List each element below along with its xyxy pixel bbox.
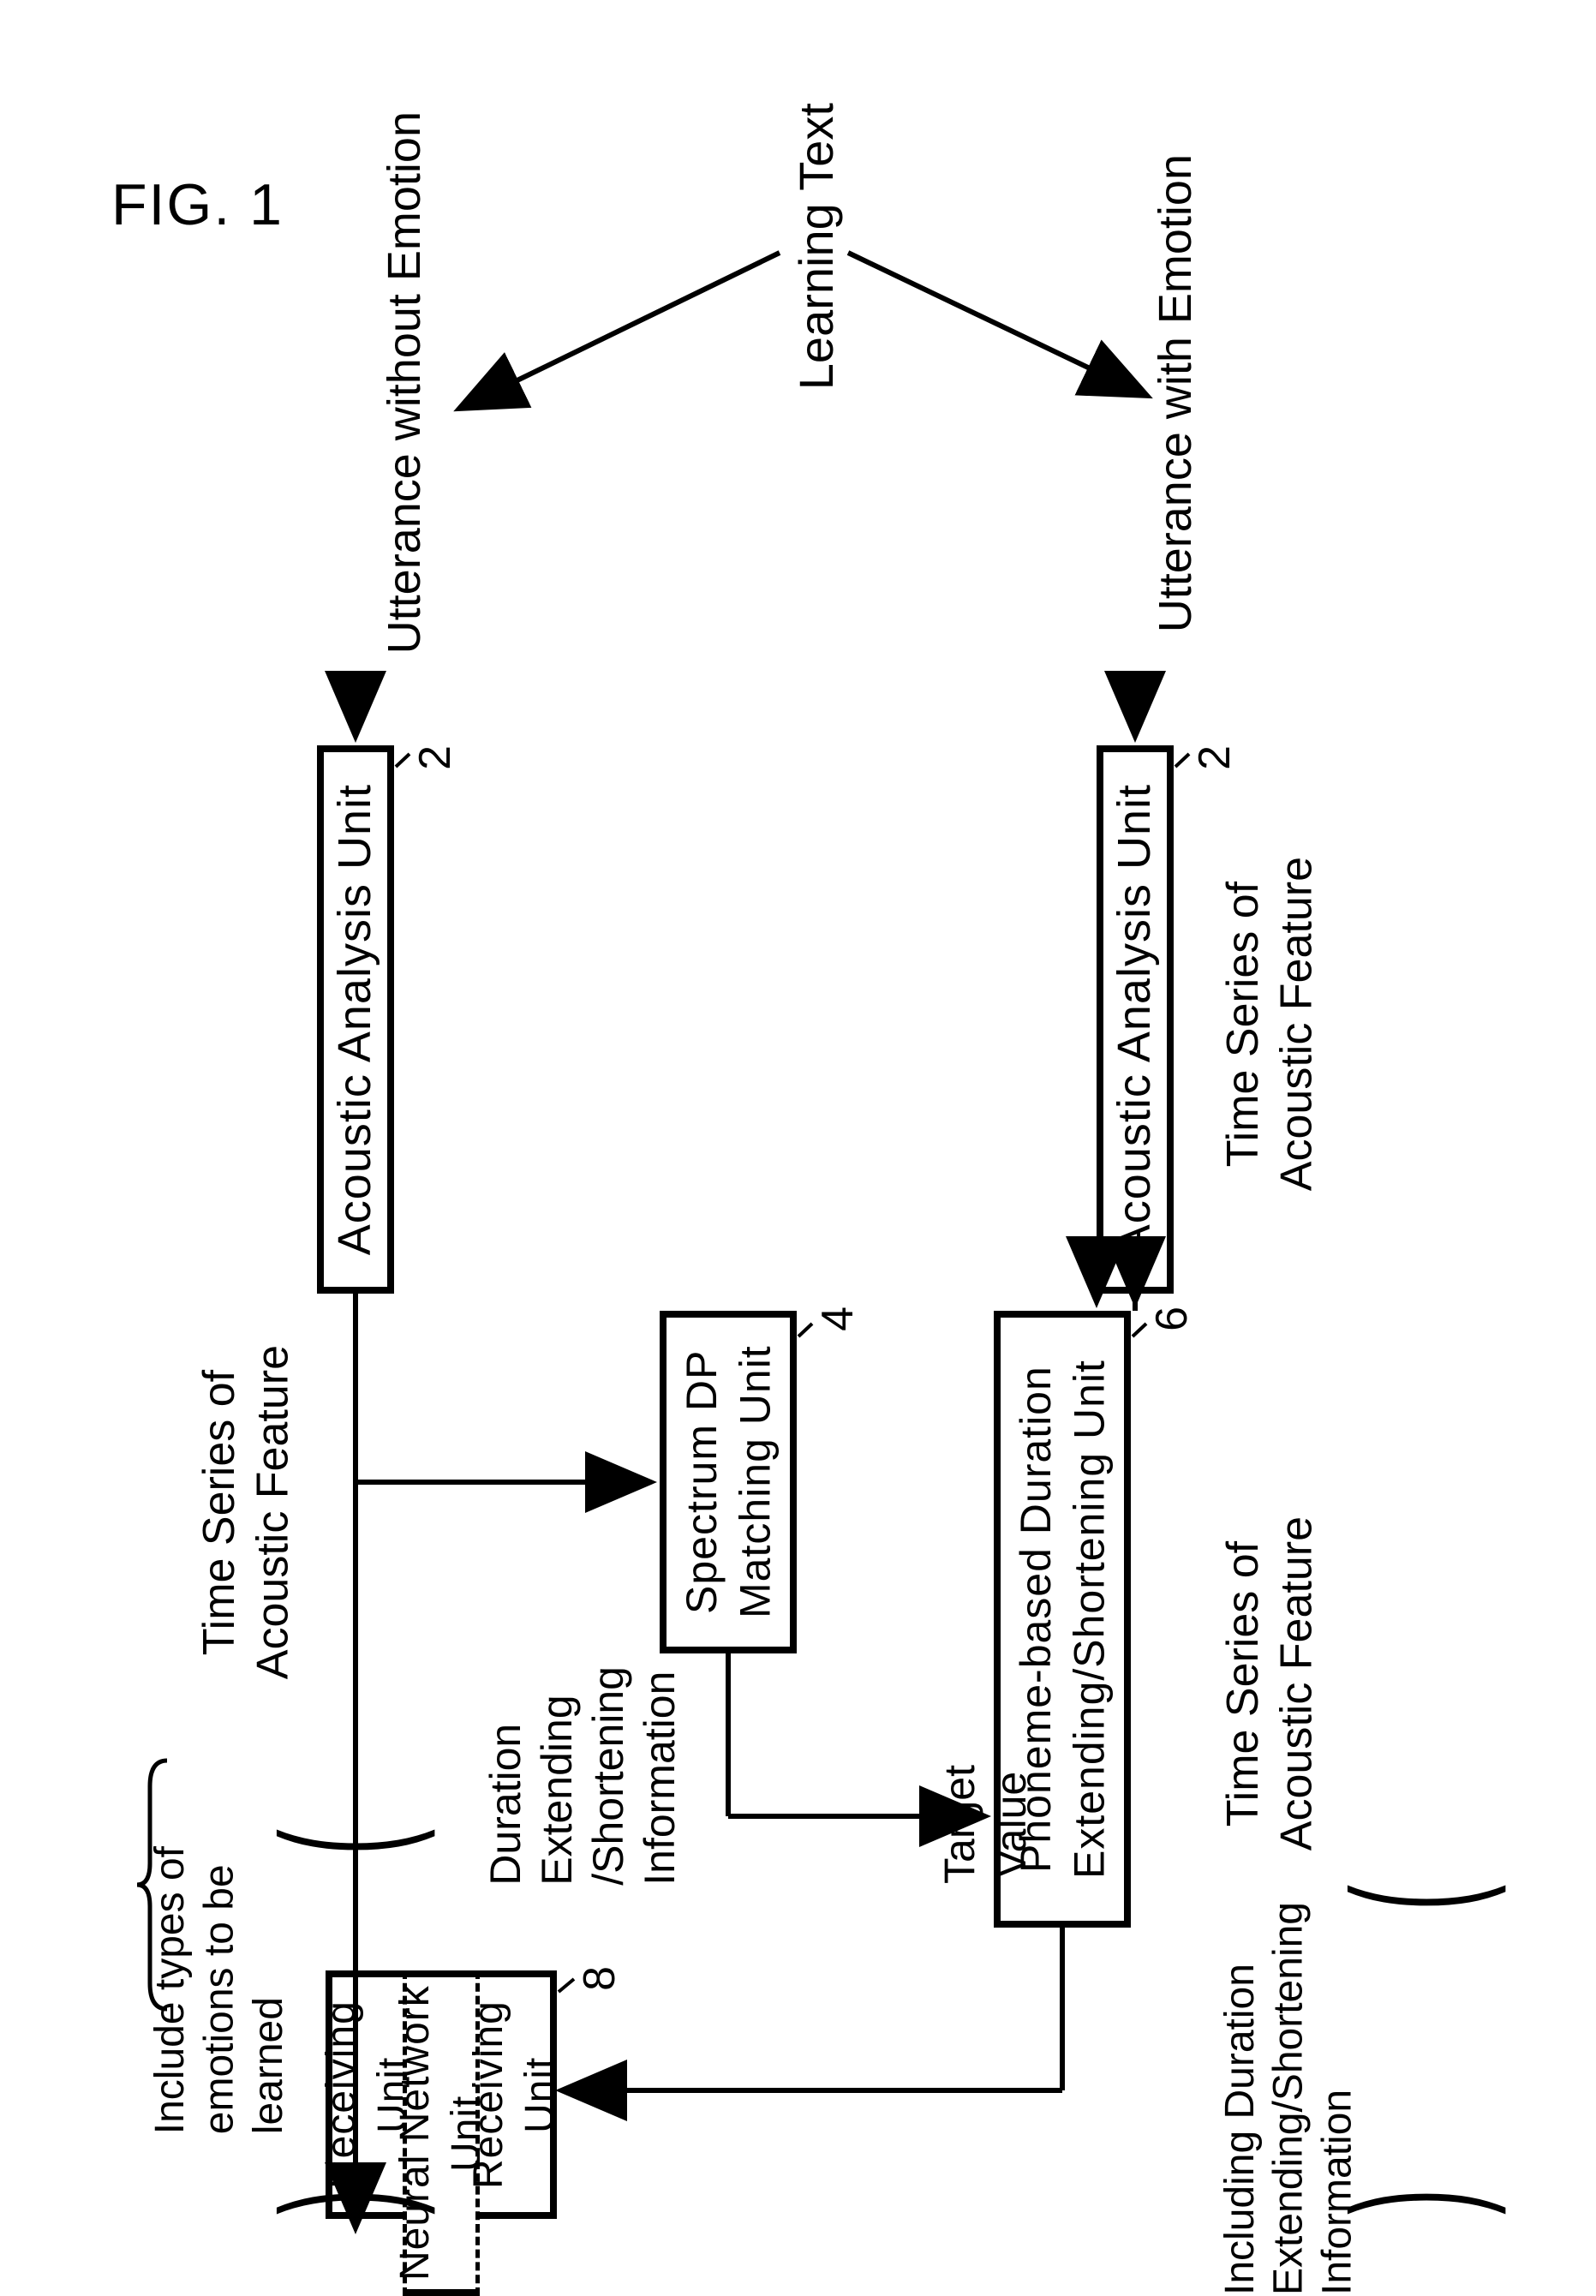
- utterance-with-emotion-label: Utterance with Emotion: [1148, 154, 1204, 632]
- duration-note-paren-open: (: [1318, 1885, 1512, 1910]
- ts-left-label: Time Series of Acoustic Feature: [193, 1345, 300, 1679]
- diagram-canvas: FIG. 1 Learning Text Utterance without E…: [0, 0, 1596, 2279]
- phoneme-num: 6: [1146, 1306, 1198, 1331]
- spectrum-dp-num: 4: [812, 1306, 864, 1331]
- target-value-label: Target Value: [934, 1765, 1037, 1884]
- emotion-note-paren-open: (: [247, 1829, 441, 1855]
- acoustic-analysis-right-num: 2: [1189, 745, 1240, 770]
- emotion-note-paren-close: ): [247, 2189, 441, 2215]
- duration-note-label: Including Duration Extending/Shortening …: [1216, 1902, 1362, 2295]
- nn-right-box: Receiving Unit: [480, 1970, 557, 2219]
- utterance-without-emotion-label: Utterance without Emotion: [377, 111, 433, 654]
- learning-text-label: Learning Text: [788, 103, 844, 390]
- spectrum-dp-box: Spectrum DP Matching Unit: [660, 1311, 797, 1653]
- acoustic-analysis-right-label: Acoustic Analysis Unit: [1106, 784, 1164, 1255]
- duration-note-paren-close: ): [1318, 2189, 1512, 2215]
- emotion-note-label: Include types of emotions to be learned: [146, 1846, 294, 2134]
- acoustic-analysis-left-num: 2: [409, 745, 461, 770]
- ts-right-label: Time Series of Acoustic Feature: [1216, 857, 1324, 1191]
- nn-num: 8: [574, 1966, 625, 1991]
- acoustic-analysis-left-label: Acoustic Analysis Unit: [326, 784, 385, 1255]
- acoustic-analysis-left-box: Acoustic Analysis Unit: [317, 745, 394, 1294]
- duration-info-label: Duration Extending /Shortening Informati…: [480, 1666, 685, 1886]
- figure-title: FIG. 1: [111, 171, 284, 238]
- spectrum-dp-label: Spectrum DP Matching Unit: [675, 1318, 782, 1647]
- nn-right-label: Receiving Unit: [463, 1977, 566, 2212]
- acoustic-analysis-right-box: Acoustic Analysis Unit: [1097, 745, 1174, 1294]
- ts-bottom-label: Time Series of Acoustic Feature: [1216, 1516, 1324, 1851]
